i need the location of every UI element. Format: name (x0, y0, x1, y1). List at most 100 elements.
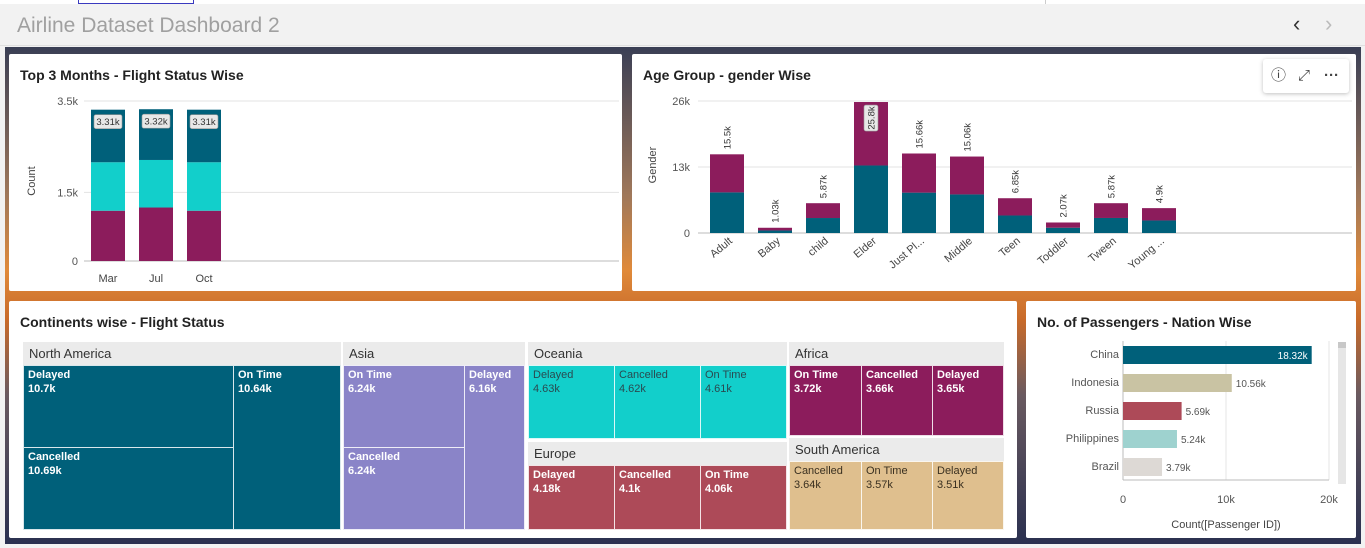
total-label-box (141, 113, 171, 129)
bar-segment (758, 227, 792, 231)
y-tick-label: 0 (72, 256, 78, 268)
x-tick-label: Elder (852, 235, 880, 261)
scrollbar-thumb[interactable] (1338, 342, 1346, 348)
x-tick-label: Baby (756, 235, 783, 261)
treemap-cell[interactable]: Cancelled 10.69k (23, 447, 234, 530)
info-icon[interactable]: ⓘ (1271, 67, 1287, 84)
bar-segment (91, 162, 125, 211)
bar-segment (854, 165, 888, 233)
x-tick-label: Adult (708, 235, 735, 260)
treemap-cell[interactable]: On Time 6.24k (343, 365, 465, 448)
bar-segment (902, 192, 936, 233)
cell-value: 3.65k (937, 383, 965, 395)
treemap-cell[interactable]: Delayed 4.18k (528, 465, 615, 530)
chevron-right-icon[interactable]: › (1325, 11, 1333, 36)
more-icon[interactable]: ··· (1324, 67, 1339, 84)
total-label: 4.9k (1155, 185, 1166, 203)
total-label: 15.06k (963, 123, 974, 152)
treemap-cell[interactable]: On Time 3.57k (861, 461, 933, 530)
bar (1123, 430, 1177, 448)
treemap-cell[interactable]: On Time 4.61k (700, 365, 787, 439)
treemap-group-oceania[interactable]: Oceania Delayed 4.63k Cancelled 4.62k On Time… (528, 342, 787, 439)
x-tick-label: child (806, 235, 831, 259)
treemap-cell[interactable]: On Time 3.72k (789, 365, 862, 436)
cell-value: 6.24k (348, 465, 376, 477)
expand-icon[interactable]: ⤢ (1298, 67, 1311, 84)
cell-value: 4.62k (619, 383, 646, 395)
panel-title: No. of Passengers - Nation Wise (1037, 314, 1252, 330)
treemap-group-asia[interactable]: Asia On Time 6.24k Cancelled 6.24k Delayed 6.1… (343, 342, 525, 530)
treemap-cell[interactable]: Cancelled 4.62k (614, 365, 701, 439)
x-tick-label: 20k (1320, 494, 1338, 506)
treemap-cell[interactable]: Cancelled 3.66k (861, 365, 933, 436)
bar-segment (1046, 227, 1080, 233)
treemap-group-europe[interactable]: Europe Delayed 4.18k Cancelled 4.1k On Time 4.… (528, 442, 787, 530)
cell-value: 4.63k (533, 383, 560, 395)
chart-scrollbar[interactable] (1338, 342, 1346, 484)
x-tick-label: Middle (942, 235, 975, 265)
bar-segment (710, 154, 744, 193)
bar (1123, 374, 1232, 392)
data-label: 3.79k (1166, 463, 1191, 474)
group-label: South America (789, 438, 1004, 461)
cell-value: 3.57k (866, 479, 893, 491)
cell-status: On Time (705, 369, 747, 381)
dashboard-header: Airline Dataset Dashboard 2 ‹ › (0, 4, 1365, 46)
bar-segment (758, 230, 792, 233)
cell-status: Delayed (937, 369, 980, 381)
x-tick-label: Toddler (1036, 235, 1072, 268)
panel-title: Continents wise - Flight Status (20, 314, 225, 330)
panel-title: Age Group - gender Wise (643, 67, 811, 83)
continents-panel[interactable]: Continents wise - Flight Status North Am… (9, 301, 1017, 538)
nation-chart: 0 10k 20k Count([Passenger ID]) China 18.32k I… (1066, 341, 1338, 531)
x-tick-label: Teen (997, 235, 1023, 260)
age-group-chart: 0 13k 26k Gender 15.5k Adult 1.03k Baby 5.87k chi… (647, 96, 1352, 272)
bar-segment (187, 162, 221, 211)
cell-status: Delayed (533, 469, 576, 481)
y-axis-label: Count (26, 166, 38, 195)
panel-toolbar: ⓘ ⤢ ··· (1263, 59, 1349, 93)
cell-status: On Time (238, 369, 282, 381)
group-label: Asia (343, 342, 525, 365)
cell-value: 4.1k (619, 483, 641, 495)
y-tick-label: 0 (684, 228, 690, 240)
bar-segment (1142, 220, 1176, 233)
treemap-cell[interactable]: Delayed 10.7k (23, 365, 234, 448)
age-group-panel[interactable]: Age Group - gender Wise 0 13k 26k Gender 15.… (632, 54, 1356, 291)
bar-segment (950, 156, 984, 195)
data-label: 10.56k (1236, 379, 1267, 390)
top-months-chart: 0 1.5k 3.5k Count 3.31k Mar 3.32k Jul 3.31k Oct (26, 96, 619, 285)
cell-status: Delayed (937, 465, 978, 477)
x-tick-label: 10k (1217, 494, 1235, 506)
nation-panel[interactable]: No. of Passengers - Nation Wise 0 10k 20k C… (1026, 301, 1356, 538)
total-label-box (863, 104, 879, 132)
total-label: 3.31k (192, 117, 215, 128)
treemap-cell[interactable]: Delayed 6.16k (464, 365, 525, 530)
treemap-cell[interactable]: Cancelled 4.1k (614, 465, 701, 530)
treemap-group-africa[interactable]: Africa On Time 3.72k Cancelled 3.66k Delayed 3… (789, 342, 1004, 436)
cell-status: Cancelled (28, 451, 80, 463)
cell-status: Delayed (469, 369, 512, 381)
treemap-cell[interactable]: On Time 10.64k (233, 365, 341, 530)
treemap-group-south-america[interactable]: South America Cancelled 3.64k On Time 3.57k D… (789, 438, 1004, 530)
total-label: 1.03k (771, 199, 782, 222)
chevron-left-icon[interactable]: ‹ (1293, 11, 1301, 36)
bar-segment (1142, 208, 1176, 221)
treemap-group-north-america[interactable]: North America Delayed 10.7k Cancelled 10.69k… (23, 342, 341, 530)
active-sheet-tab[interactable] (78, 0, 194, 4)
treemap-cell[interactable]: Cancelled 6.24k (343, 447, 465, 530)
y-tick-label: Indonesia (1071, 377, 1120, 389)
total-label: 25.8k (867, 106, 878, 129)
cell-status: On Time (348, 369, 392, 381)
treemap-cell[interactable]: On Time 4.06k (700, 465, 787, 530)
x-tick-label: Young ... (1126, 235, 1167, 272)
treemap-cell[interactable]: Delayed 3.65k (932, 365, 1004, 436)
total-label: 15.5k (723, 126, 734, 149)
total-label: 3.32k (144, 117, 167, 128)
bar-segment (998, 198, 1032, 216)
treemap-cell[interactable]: Delayed 3.51k (932, 461, 1004, 530)
top-months-panel[interactable]: Top 3 Months - Flight Status Wise 0 1.5k 3… (9, 54, 622, 291)
treemap-cell[interactable]: Delayed 4.63k (528, 365, 615, 439)
treemap-cell[interactable]: Cancelled 3.64k (789, 461, 862, 530)
x-tick-label: Just Pl... (887, 235, 927, 271)
